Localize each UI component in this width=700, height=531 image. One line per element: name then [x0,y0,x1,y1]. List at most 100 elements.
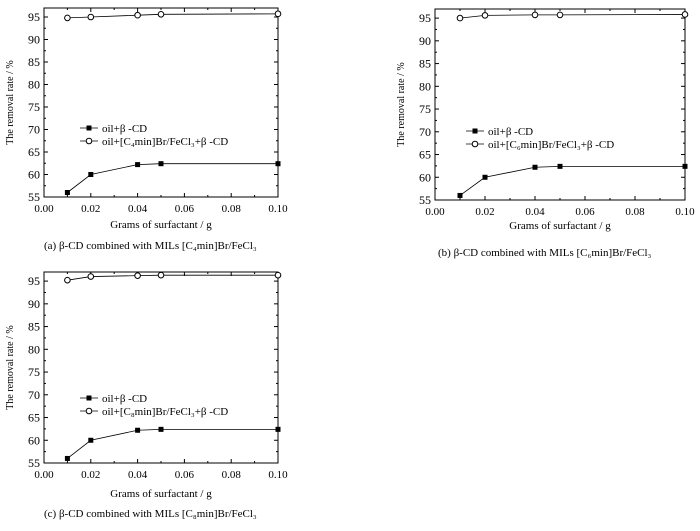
data-point-b-1 [482,174,488,180]
data-point-c-1 [135,427,141,433]
data-point-b-1 [557,163,563,169]
y-tick-label-b: 80 [419,79,431,93]
y-tick-label-c: 90 [28,297,40,311]
y-tick-label-b: 70 [419,125,431,139]
data-point-a-2 [87,13,95,21]
data-point-b-2 [456,14,464,22]
x-tick-label-a: 0.06 [175,203,195,215]
legend-label-b-2: oil+[C₆min]Br/FeCl₃+β -CD [488,139,614,151]
x-axis-label-b: Grams of surfactant / g [509,220,611,232]
caption-c: (c) β-CD combined with MILs [C₈min]Br/Fe… [44,508,257,520]
series-line-a-2 [67,13,279,19]
y-tick-label-a: 80 [28,78,40,92]
data-point-c-2 [64,276,71,284]
y-tick-label-b: 75 [419,102,431,116]
legend-label-c-2: oil+[C₈min]Br/FeCl₃+β -CD [102,406,228,418]
y-tick-label-a: 65 [28,145,40,159]
legend-label-a-2: oil+[C₄min]Br/FeCl₃+β -CD [102,136,228,148]
series-line-c-2 [67,274,278,281]
y-tick-label-b: 85 [419,57,431,71]
y-axis-label-b: The removal rate / % [396,62,407,146]
data-point-a-2 [64,14,71,22]
data-point-a-1 [275,161,281,167]
data-point-b-2 [481,12,489,19]
y-tick-label-c: 85 [28,320,40,334]
data-point-a-1 [158,161,164,167]
data-point-c-1 [158,426,164,432]
x-tick-label-c: 0.00 [34,469,54,481]
y-tick-label-a: 75 [28,100,40,114]
data-point-a-1 [88,172,94,177]
data-point-c-1 [275,426,281,432]
legend-marker-c-1 [86,395,92,401]
plot-frame-c [43,271,279,464]
data-point-c-2 [157,271,165,279]
series-line-c-1 [67,428,278,459]
caption-b: (b) β-CD combined with MILs [C₆min]Br/Fe… [438,247,652,259]
y-tick-label-b: 90 [419,34,431,48]
data-point-a-2 [274,10,282,18]
y-tick-label-b: 65 [419,148,431,162]
data-point-c-2 [274,271,282,279]
caption-a: (a) β-CD combined with MILs [C₄min]Br/Fe… [44,240,257,252]
data-point-a-1 [64,190,70,195]
series-line-b-1 [459,165,685,196]
data-point-b-2 [556,11,564,19]
x-tick-label-c: 0.04 [128,469,148,481]
x-axis-label-c: Grams of surfactant / g [110,488,212,500]
data-point-c-2 [87,273,95,280]
series-line-b-2 [459,14,686,19]
y-tick-label-a: 60 [28,168,40,182]
y-tick-label-a: 70 [28,123,40,137]
y-tick-label-a: 85 [28,55,40,69]
legend-label-a-1: oil+β -CD [102,123,147,135]
y-tick-label-a: 90 [28,33,40,47]
x-tick-label-a: 0.10 [268,203,288,215]
legend-label-b-1: oil+β -CD [488,126,533,138]
y-tick-label-c: 65 [28,411,40,425]
y-tick-label-c: 75 [28,365,40,379]
data-point-a-2 [157,11,165,18]
x-tick-label-b: 0.06 [575,206,595,218]
x-tick-label-c: 0.08 [222,469,242,481]
x-tick-label-a: 0.04 [128,203,148,215]
y-tick-label-c: 55 [28,456,40,470]
y-tick-label-b: 95 [419,11,431,25]
y-tick-label-c: 80 [28,342,40,356]
y-tick-label-a: 55 [28,190,40,204]
plot-frame-b [434,8,686,201]
plot-frame-a [43,7,279,198]
legend-marker-a-2 [85,137,93,145]
x-tick-label-c: 0.02 [81,469,100,481]
data-point-b-1 [532,164,538,170]
y-tick-label-c: 70 [28,388,40,402]
x-tick-label-a: 0.02 [81,203,100,215]
data-point-b-2 [531,11,539,19]
series-line-a-1 [67,163,278,193]
y-tick-label-c: 60 [28,433,40,447]
y-axis-label-a: The removal rate / % [5,60,16,144]
data-point-a-1 [135,162,141,168]
y-tick-label-c: 95 [28,274,40,288]
data-point-b-1 [457,192,463,198]
x-tick-label-a: 0.00 [34,203,54,215]
x-tick-label-a: 0.08 [222,203,242,215]
y-tick-label-b: 60 [419,170,431,184]
data-point-b-2 [681,11,689,18]
legend-marker-a-1 [86,125,92,131]
legend-marker-c-2 [85,407,93,415]
data-point-c-2 [134,272,141,279]
data-point-c-1 [88,437,94,443]
data-point-b-1 [682,163,688,169]
x-tick-label-b: 0.10 [675,206,695,218]
x-axis-label-a: Grams of surfactant / g [110,219,212,231]
x-tick-label-c: 0.10 [268,469,288,481]
x-tick-label-c: 0.06 [175,469,195,481]
x-tick-label-b: 0.08 [625,206,645,218]
legend-marker-b-2 [471,140,479,148]
x-tick-label-b: 0.02 [475,206,494,218]
x-tick-label-b: 0.00 [425,206,445,218]
x-tick-label-b: 0.04 [525,206,545,218]
legend-marker-b-1 [472,128,478,134]
